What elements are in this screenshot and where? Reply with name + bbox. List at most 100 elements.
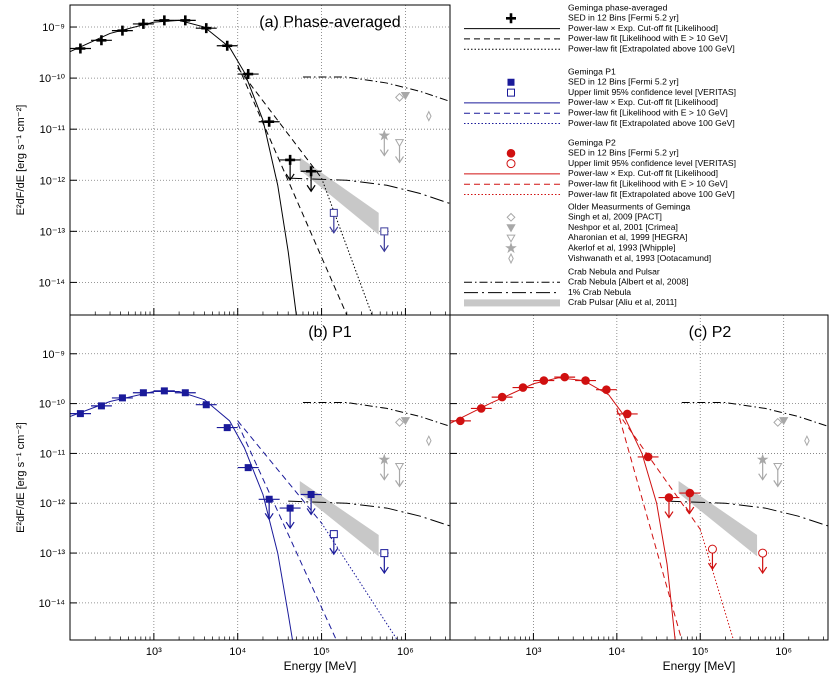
- sed-point: [223, 424, 231, 432]
- y-tick-label: 10⁻¹⁰: [39, 73, 66, 85]
- legend-label: Power-law fit [Extrapolated above 100 Ge…: [568, 43, 735, 53]
- legend-label: Power-law × Exp. Cut-off fit [Likelihood…: [568, 23, 718, 33]
- upper-limit-arrow-head: [379, 566, 389, 575]
- legend-label: Singh et al, 2009 [PACT]: [568, 212, 662, 222]
- legend-group-title: Older Measurments of Geminga: [568, 201, 690, 211]
- legend-marker: [508, 252, 514, 265]
- upper-limit-arrow-head: [379, 473, 389, 481]
- legend-label: 1% Crab Nebula: [568, 287, 631, 297]
- sed-point: [96, 35, 107, 46]
- legend-marker: [506, 149, 516, 158]
- legend-group-title: Geminga phase-averaged: [568, 2, 668, 12]
- y-tick-label: 10⁻¹²: [40, 498, 66, 510]
- series-layer: [70, 387, 450, 640]
- legend-label: SED in 12 Bins [Fermi 5.2 yr]: [568, 148, 679, 158]
- legend-group-title: Crab Nebula and Pulsar: [568, 266, 660, 276]
- sed-point: [664, 493, 674, 502]
- plot-area: [70, 5, 450, 315]
- sed-point: [265, 495, 273, 503]
- y-axis-label: E²dF/dE [erg s⁻¹ cm⁻²]: [15, 105, 27, 216]
- y-tick-label: 10⁻¹²: [40, 175, 66, 187]
- sed-point: [202, 401, 210, 409]
- x-tick-label: 10⁶: [397, 646, 414, 658]
- sed-point: [138, 18, 149, 29]
- veritas-upper-limit: [329, 208, 338, 217]
- panel-title: (b) P1: [308, 324, 352, 341]
- sed-point: [159, 15, 170, 26]
- upper-limit-arrow-head: [773, 480, 783, 488]
- upper-limit-arrow-head: [395, 156, 405, 164]
- y-tick-label: 10⁻¹³: [40, 548, 66, 560]
- sed-point: [75, 43, 86, 54]
- panel-title: (a) Phase-averaged: [259, 14, 400, 31]
- older-measurement: [394, 139, 405, 148]
- legend-label: Power-law × Exp. Cut-off fit [Likelihood…: [568, 168, 718, 178]
- x-tick-label: 10³: [525, 646, 541, 658]
- upper-limit-arrow-head: [379, 149, 389, 157]
- sed-point: [117, 25, 128, 36]
- fit-line: [321, 522, 398, 640]
- older-measurement: [773, 463, 783, 472]
- veritas-upper-limit: [329, 530, 338, 539]
- fit-line: [667, 500, 828, 527]
- legend-marker: [505, 242, 517, 254]
- sed-point: [97, 402, 105, 410]
- legend-label: Power-law fit [Likelihood with E > 10 Ge…: [568, 107, 728, 117]
- upper-limit-arrow-head: [379, 244, 389, 253]
- sed-point: [602, 385, 611, 394]
- x-axis-label: Energy [MeV]: [284, 659, 357, 673]
- upper-limit-arrow-head: [306, 184, 316, 193]
- sed-point: [456, 416, 465, 426]
- older-measurement: [804, 435, 810, 447]
- legend-label: SED in 12 Bins [Fermi 5.2 yr]: [568, 13, 679, 23]
- legend-label: Crab Pulsar [Aliu et al, 2011]: [568, 297, 677, 307]
- fit-line: [70, 390, 293, 640]
- legend-label: Neshpor et al, 2001 [Crimea]: [568, 222, 678, 232]
- legend-label: Upper limit 95% confidence level [VERITA…: [568, 87, 736, 97]
- legend-marker: [507, 78, 515, 86]
- panel: 10³ 10⁴ 10⁵ 10⁶: [450, 315, 828, 658]
- upper-limit-arrow-head: [758, 566, 768, 575]
- upper-limit-arrow-head: [329, 547, 339, 556]
- y-tick-label: 10⁻⁹: [42, 22, 65, 34]
- crab-pulsar-band: [299, 157, 379, 235]
- sed-point: [685, 488, 695, 498]
- sed-point: [286, 504, 294, 512]
- legend-label: Power-law × Exp. Cut-off fit [Likelihood…: [568, 97, 718, 107]
- fit-line: [288, 500, 450, 527]
- x-tick-label: 10⁶: [775, 646, 792, 658]
- sed-point: [560, 372, 569, 382]
- older-measurement: [378, 129, 391, 141]
- sed-point: [244, 464, 252, 472]
- legend-label: Akerlof et al, 1993 [Whipple]: [568, 242, 675, 252]
- y-tick-label: 10⁻⁹: [42, 349, 65, 361]
- y-tick-label: 10⁻¹⁴: [39, 598, 66, 610]
- sed-point: [643, 452, 653, 462]
- sed-point: [476, 404, 486, 413]
- fit-line: [450, 377, 676, 640]
- legend-label: Aharonian et al, 1999 [HEGRA]: [568, 232, 687, 242]
- axes-frame: [449, 314, 829, 641]
- y-axis-label: E²dF/dE [erg s⁻¹ cm⁻²]: [15, 422, 27, 533]
- upper-limit-arrow-head: [306, 508, 316, 516]
- fit-line: [681, 402, 828, 427]
- older-measurement: [756, 453, 769, 465]
- older-measurement: [395, 92, 405, 102]
- legend-label: Power-law fit [Extrapolated above 100 Ge…: [568, 118, 735, 128]
- sed-point: [243, 69, 254, 80]
- older-measurement: [426, 110, 432, 122]
- sed-point: [139, 389, 147, 397]
- upper-limit-arrow-head: [329, 226, 339, 234]
- upper-limit-arrow-head: [685, 506, 695, 515]
- fit-line: [302, 402, 450, 427]
- legend-label: Crab Nebula [Albert et al, 2008]: [568, 277, 688, 287]
- older-measurement: [400, 417, 411, 426]
- sed-point: [118, 394, 126, 402]
- sed-point: [160, 387, 168, 395]
- series-layer: [70, 15, 450, 315]
- sed-point: [518, 383, 528, 392]
- upper-limit-arrow-head: [264, 512, 274, 521]
